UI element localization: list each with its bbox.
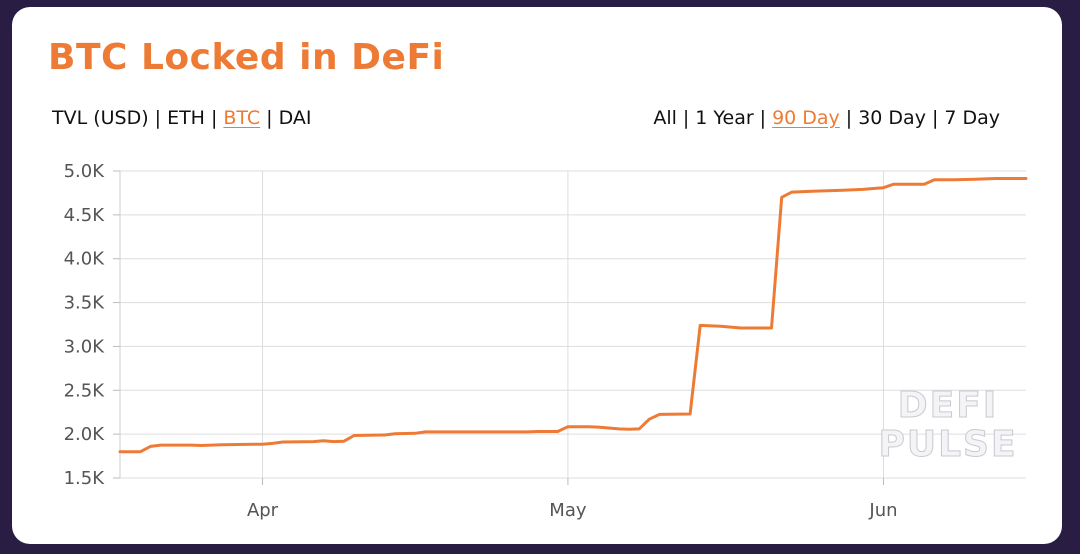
chart-title: BTC Locked in DeFi <box>48 37 445 78</box>
separator: | <box>210 107 218 129</box>
metric-option-tvl-usd[interactable]: TVL (USD) <box>52 107 149 129</box>
y-tick-label: 3.0K <box>64 336 106 357</box>
separator: | <box>154 107 162 129</box>
separator: | <box>266 107 273 129</box>
watermark-text: PULSE <box>878 424 1017 465</box>
metric-option-dai[interactable]: DAI <box>278 107 312 129</box>
range-option-7-day[interactable]: 7 Day <box>944 107 1000 129</box>
chart-card: BTC Locked in DeFi TVL (USD) | ETH | BTC | DAI… <box>12 7 1062 544</box>
x-tick-label: Apr <box>247 500 279 521</box>
separator: | <box>759 107 767 129</box>
y-tick-label: 4.5K <box>64 205 106 226</box>
separator: | <box>682 107 690 129</box>
range-option-30-day[interactable]: 30 Day <box>858 107 926 129</box>
range-option-1-year[interactable]: 1 Year <box>695 107 754 129</box>
y-tick-label: 5.0K <box>64 161 106 182</box>
y-tick-label: 2.0K <box>64 424 106 445</box>
y-tick-label: 1.5K <box>64 468 106 489</box>
separator: | <box>931 107 939 129</box>
range-selector: All | 1 Year | 90 Day | 30 Day | 7 Day <box>653 107 1000 129</box>
metric-selector: TVL (USD) | ETH | BTC | DAI <box>52 107 311 129</box>
separator: | <box>845 107 853 129</box>
y-tick-label: 2.5K <box>64 380 106 401</box>
x-tick-label: Jun <box>868 500 897 521</box>
line-chart: 1.5K 2.0K 2.5K 3.0K 3.5K 4.0K 4.5K 5.0K Apr May Ju… <box>64 161 1028 521</box>
series-line <box>118 177 1028 454</box>
x-tick-label: May <box>549 500 587 521</box>
range-option-90-day[interactable]: 90 Day <box>772 107 840 129</box>
metric-option-btc[interactable]: BTC <box>223 107 261 129</box>
range-option-all[interactable]: All <box>653 107 677 129</box>
y-tick-label: 4.0K <box>64 249 106 270</box>
y-tick-label: 3.5K <box>64 293 106 314</box>
metric-option-eth[interactable]: ETH <box>167 107 205 129</box>
watermark-text: DEFI <box>898 385 998 426</box>
